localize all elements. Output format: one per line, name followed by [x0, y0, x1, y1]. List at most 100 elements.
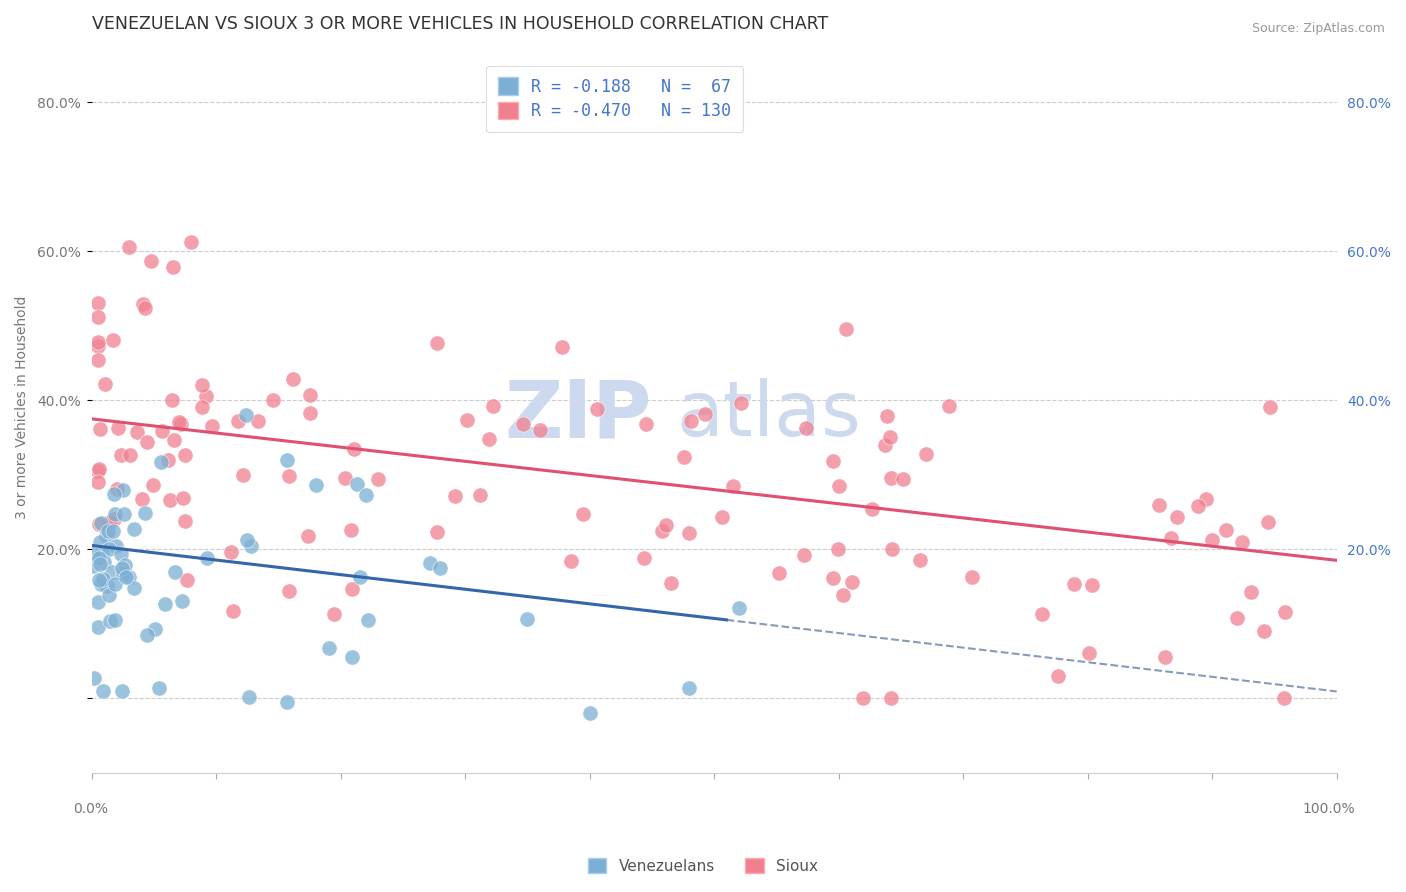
- Point: [852, 691, 875, 706]
- Point: [172, 491, 194, 505]
- Point: [768, 566, 790, 581]
- Point: [673, 450, 696, 464]
- Point: [201, 418, 224, 433]
- Point: [443, 489, 465, 503]
- Point: [93, 555, 115, 569]
- Point: [112, 507, 135, 521]
- Point: [305, 478, 328, 492]
- Point: [174, 448, 197, 462]
- Point: [340, 523, 363, 537]
- Point: [112, 483, 135, 497]
- Point: [190, 401, 212, 415]
- Point: [191, 378, 214, 392]
- Point: [938, 400, 960, 414]
- Point: [160, 393, 183, 408]
- Point: [298, 387, 321, 401]
- Point: [110, 448, 132, 462]
- Point: [1232, 534, 1254, 549]
- Point: [1201, 533, 1223, 547]
- Point: [661, 575, 683, 590]
- Point: [835, 322, 858, 336]
- Point: [876, 409, 898, 423]
- Point: [823, 571, 845, 585]
- Point: [879, 691, 901, 706]
- Point: [136, 435, 159, 450]
- Point: [219, 545, 242, 559]
- Point: [82, 559, 104, 574]
- Point: [91, 684, 114, 698]
- Point: [278, 583, 301, 598]
- Point: [651, 524, 673, 539]
- Point: [232, 468, 254, 483]
- Point: [89, 535, 111, 549]
- Point: [695, 407, 717, 421]
- Point: [346, 477, 368, 491]
- Point: [560, 554, 582, 568]
- Point: [419, 556, 441, 570]
- Point: [1215, 523, 1237, 537]
- Point: [1272, 691, 1295, 706]
- Point: [879, 430, 901, 444]
- Point: [426, 524, 449, 539]
- Point: [262, 393, 284, 408]
- Point: [127, 425, 149, 439]
- Point: [104, 507, 127, 521]
- Point: [134, 301, 156, 316]
- Point: [159, 493, 181, 508]
- Point: [120, 449, 142, 463]
- Point: [98, 515, 121, 529]
- Point: [111, 566, 134, 581]
- Point: [87, 619, 110, 633]
- Point: [1160, 531, 1182, 545]
- Point: [87, 352, 110, 367]
- Point: [162, 260, 184, 274]
- Point: [478, 432, 501, 446]
- Point: [89, 422, 111, 436]
- Point: [153, 597, 176, 611]
- Point: [122, 581, 145, 595]
- Point: [1046, 668, 1069, 682]
- Point: [107, 421, 129, 435]
- Text: 100.0%: 100.0%: [1303, 802, 1355, 816]
- Point: [1253, 624, 1275, 639]
- Point: [194, 389, 217, 403]
- Point: [91, 573, 114, 587]
- Point: [83, 671, 105, 685]
- Point: [87, 475, 110, 489]
- Point: [323, 607, 346, 621]
- Point: [1240, 584, 1263, 599]
- Point: [87, 334, 110, 349]
- Point: [1063, 577, 1085, 591]
- Point: [875, 438, 897, 452]
- Point: [882, 542, 904, 557]
- Point: [97, 524, 120, 539]
- Point: [1257, 515, 1279, 529]
- Point: [235, 408, 257, 422]
- Text: atlas: atlas: [676, 378, 862, 452]
- Point: [103, 524, 125, 538]
- Point: [318, 640, 340, 655]
- Point: [1031, 607, 1053, 621]
- Point: [104, 613, 127, 627]
- Point: [180, 235, 202, 250]
- Point: [914, 447, 936, 461]
- Point: [117, 570, 139, 584]
- Point: [357, 614, 380, 628]
- Point: [135, 627, 157, 641]
- Point: [104, 539, 127, 553]
- Point: [173, 514, 195, 528]
- Point: [111, 684, 134, 698]
- Point: [90, 545, 112, 559]
- Point: [879, 470, 901, 484]
- Point: [104, 577, 127, 591]
- Point: [87, 464, 110, 478]
- Point: [482, 399, 505, 413]
- Point: [516, 612, 538, 626]
- Point: [821, 454, 844, 468]
- Point: [114, 558, 136, 572]
- Point: [96, 579, 118, 593]
- Point: [111, 561, 134, 575]
- Point: [1274, 606, 1296, 620]
- Point: [1187, 499, 1209, 513]
- Point: [97, 541, 120, 556]
